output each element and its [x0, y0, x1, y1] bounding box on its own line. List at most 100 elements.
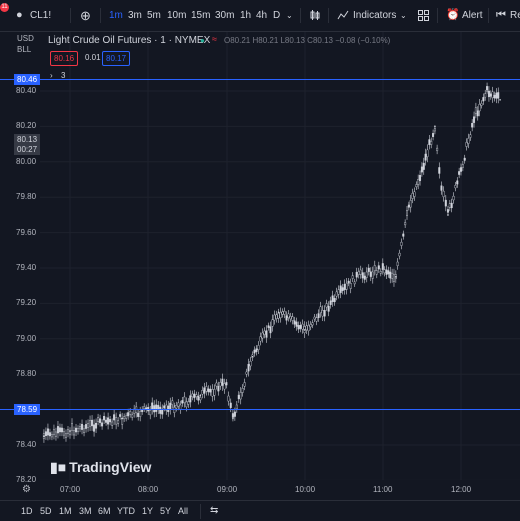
candle-body	[428, 139, 431, 145]
layout-grid-icon[interactable]	[418, 0, 429, 31]
candle-body	[87, 423, 90, 428]
replay-icon[interactable]: ⏮	[496, 9, 506, 21]
timeframe-30m[interactable]: 30m	[215, 10, 235, 21]
candle-body	[77, 428, 80, 432]
indicators-icon[interactable]	[337, 0, 349, 31]
price-tick-label[interactable]: 79.60	[16, 227, 37, 237]
range-1m[interactable]: 1M	[59, 506, 72, 516]
candle-body	[195, 394, 198, 397]
candle-body	[473, 116, 476, 123]
price-tick-label[interactable]: 80.00	[16, 156, 37, 166]
timeframe-1m[interactable]: 1m	[109, 10, 123, 21]
candle-body	[450, 202, 453, 209]
price-tick-label[interactable]: 78.20	[16, 475, 37, 485]
tradingview-logo: ▮■ TradingView	[50, 459, 152, 475]
candle-body	[149, 410, 152, 416]
time-tick-label[interactable]: 08:00	[138, 485, 159, 494]
candle-body	[175, 405, 178, 409]
range-all[interactable]: All	[178, 506, 189, 516]
lower-horizontal-line[interactable]	[0, 409, 520, 410]
timeframe-15m[interactable]: 15m	[191, 10, 211, 21]
gear-icon[interactable]: ⚙	[22, 484, 31, 495]
range-5y[interactable]: 5Y	[160, 506, 172, 516]
price-tick-label[interactable]: 79.80	[16, 192, 37, 202]
price-tick-label[interactable]: 78.40	[16, 440, 37, 449]
sell-price-button[interactable]: 80.16	[50, 51, 79, 66]
candle-body	[287, 313, 290, 318]
price-tick-label[interactable]: 80.40	[16, 86, 37, 95]
price-tick-label[interactable]: 78.80	[16, 369, 37, 379]
upper-horizontal-line[interactable]	[0, 79, 520, 80]
price-tick-label[interactable]: 79.00	[16, 333, 37, 343]
divider	[200, 504, 201, 519]
indicators-button[interactable]: Indicators	[353, 10, 397, 21]
time-tick-label[interactable]: 07:00	[60, 485, 81, 494]
timeframe-4h[interactable]: 4h	[256, 10, 268, 21]
candle-body	[471, 122, 474, 128]
replay-button[interactable]: Re	[510, 10, 520, 21]
bar-countdown: 00:27	[14, 144, 41, 155]
candle-body	[79, 426, 82, 430]
settings-icon[interactable]: ≈	[212, 34, 217, 44]
time-tick-label[interactable]: 10:00	[295, 485, 316, 494]
candle-body	[269, 326, 272, 334]
candle-body	[446, 209, 449, 213]
candle-body	[480, 103, 483, 106]
price-chart[interactable]	[0, 32, 520, 480]
lower-line-price-tag[interactable]: 78.59	[14, 404, 41, 415]
timeframe-5m[interactable]: 5m	[147, 10, 161, 21]
range-5d[interactable]: 5D	[40, 506, 52, 516]
candle-body	[476, 110, 479, 117]
divider	[100, 8, 101, 23]
range-ytd[interactable]: YTD	[117, 506, 135, 516]
candle-body	[281, 311, 284, 315]
timeframe-10m[interactable]: 10m	[167, 10, 187, 21]
candle-body	[460, 167, 463, 172]
currency-label[interactable]: USD	[17, 34, 34, 43]
candles-icon[interactable]	[309, 0, 321, 31]
timeframe-1h[interactable]: 1h	[240, 10, 252, 21]
alarm-clock-icon[interactable]: ⏰	[446, 9, 460, 21]
range-1d[interactable]: 1D	[21, 506, 33, 516]
candle-body	[375, 270, 378, 275]
candle-body	[199, 397, 202, 401]
candle-body	[71, 423, 74, 431]
candle-body	[413, 191, 416, 197]
price-tick-label[interactable]: 79.20	[16, 298, 37, 308]
alert-button[interactable]: Alert	[462, 10, 483, 21]
chevron-down-icon[interactable]: ⌄	[286, 11, 293, 20]
price-tick-label[interactable]: 79.40	[16, 263, 37, 272]
timeframe-3m[interactable]: 3m	[128, 10, 142, 21]
candle-body	[301, 323, 304, 330]
candle-body	[125, 415, 128, 419]
add-symbol-icon[interactable]: ⊕	[80, 8, 91, 23]
candle-body	[153, 405, 156, 413]
divider	[488, 8, 489, 23]
candle-body	[337, 289, 340, 295]
candle-body	[411, 193, 414, 199]
range-3m[interactable]: 3M	[79, 506, 92, 516]
timeframe-d[interactable]: D	[273, 10, 281, 21]
upper-line-price-tag[interactable]: 80.46	[14, 74, 41, 85]
chevron-down-icon[interactable]: ⌄	[400, 11, 407, 20]
time-tick-label[interactable]: 11:00	[373, 485, 393, 494]
price-point	[440, 187, 443, 190]
goto-date-icon[interactable]: ⇆	[210, 505, 219, 516]
price-point	[499, 99, 501, 101]
time-tick-label[interactable]: 12:00	[451, 485, 472, 494]
symbol-search-button[interactable]: CL1!	[30, 10, 52, 21]
range-1y[interactable]: 1Y	[142, 506, 154, 516]
candle-body	[89, 420, 92, 427]
indicator-count[interactable]: 3	[61, 71, 66, 80]
unit-label[interactable]: BLL	[17, 45, 32, 54]
candle-body	[311, 322, 314, 326]
collapse-indicators-icon[interactable]: ›	[50, 71, 53, 80]
buy-price-button[interactable]: 80.17	[102, 51, 131, 66]
range-6m[interactable]: 6M	[98, 506, 111, 516]
time-tick-label[interactable]: 09:00	[217, 485, 238, 494]
candle-body	[359, 269, 362, 275]
price-point	[408, 205, 410, 207]
candle-body	[430, 141, 433, 145]
price-tick-label[interactable]: 80.20	[16, 121, 37, 131]
notification-badge[interactable]: 11	[0, 3, 9, 12]
